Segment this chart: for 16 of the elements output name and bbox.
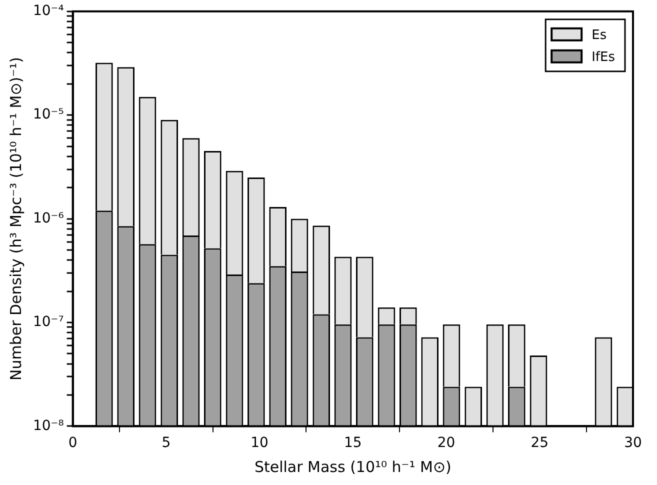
- y-tick-label: 10⁻⁸: [32, 418, 64, 434]
- legend-label: IfEs: [592, 50, 616, 65]
- x-tick-label: 5: [162, 435, 171, 452]
- y-axis-title: Number Density (h³ Mpc⁻³ (10¹⁰ h⁻¹ M⊙)⁻¹): [6, 57, 25, 381]
- x-tick-label: 10: [250, 435, 268, 452]
- legend-label: Es: [592, 28, 607, 43]
- x-tick-label: 0: [68, 435, 78, 452]
- y-tick-label: 10⁻⁴: [32, 3, 64, 20]
- x-tick-label: 25: [530, 435, 549, 452]
- x-axis-title: Stellar Mass (10¹⁰ h⁻¹ M⊙): [254, 458, 452, 476]
- y-tick-label: 10⁻⁶: [32, 210, 64, 226]
- y-tick-label: 10⁻⁷: [32, 314, 64, 330]
- x-tick-label: 20: [437, 435, 456, 452]
- x-tick-label: 30: [624, 435, 642, 452]
- x-tick-label: 15: [344, 435, 362, 452]
- y-tick-label: 10⁻⁵: [32, 106, 64, 123]
